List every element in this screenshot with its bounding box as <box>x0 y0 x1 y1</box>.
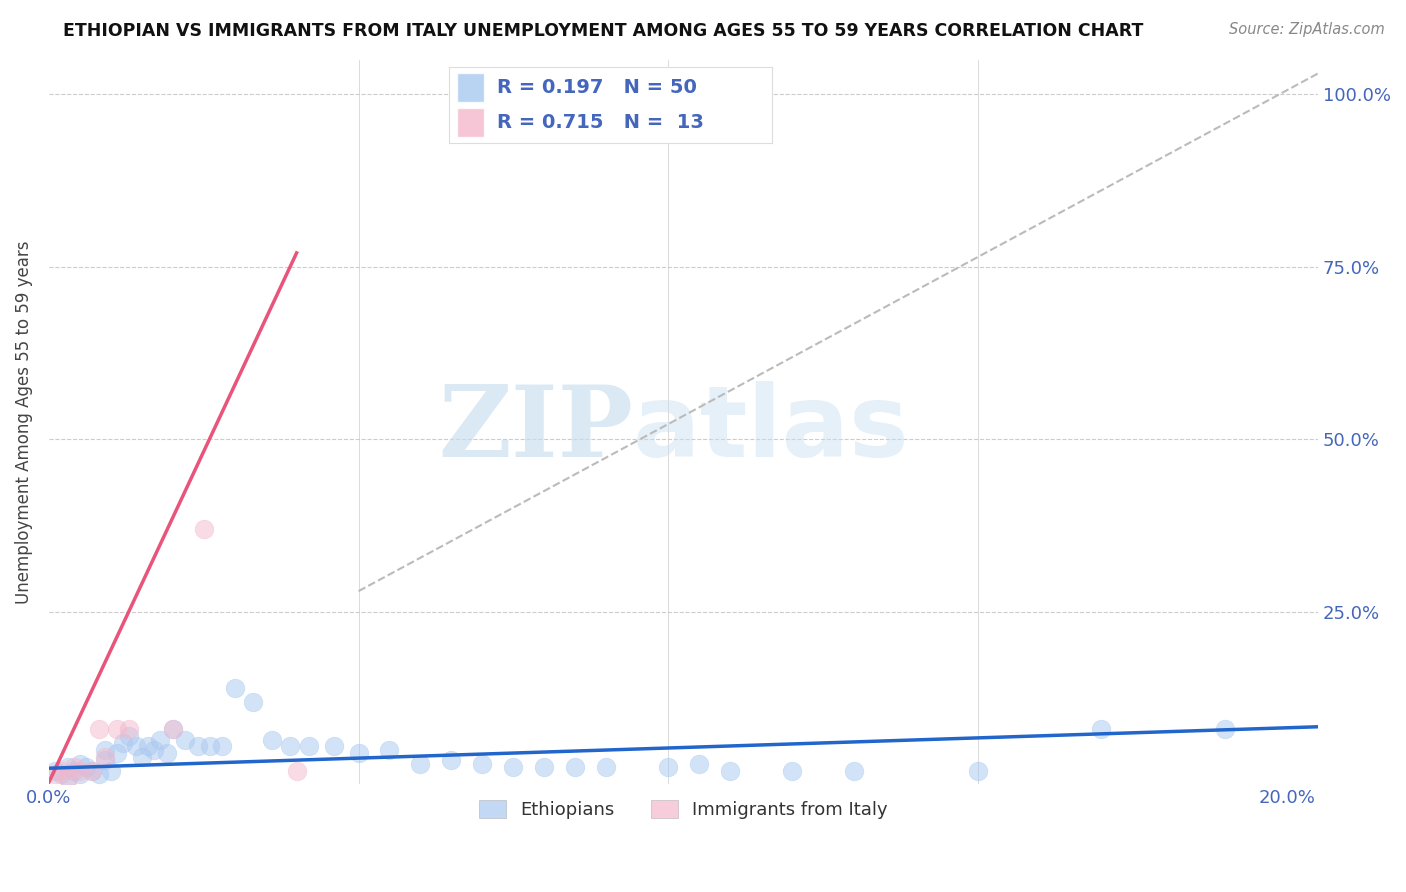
Point <box>93 743 115 757</box>
Point <box>155 747 177 761</box>
Point <box>564 760 586 774</box>
Point <box>502 760 524 774</box>
Point <box>136 739 159 754</box>
Point <box>280 739 302 754</box>
Point <box>533 760 555 774</box>
Point <box>149 732 172 747</box>
Point <box>440 753 463 767</box>
Point <box>69 756 91 771</box>
Point <box>69 764 91 778</box>
Point <box>93 749 115 764</box>
Point <box>187 739 209 754</box>
Point <box>93 753 115 767</box>
Point <box>471 756 494 771</box>
Point <box>347 747 370 761</box>
Point <box>44 764 66 778</box>
Point <box>718 764 741 778</box>
Text: ETHIOPIAN VS IMMIGRANTS FROM ITALY UNEMPLOYMENT AMONG AGES 55 TO 59 YEARS CORREL: ETHIOPIAN VS IMMIGRANTS FROM ITALY UNEMP… <box>63 22 1143 40</box>
Point <box>242 695 264 709</box>
Point <box>44 767 66 781</box>
Point <box>56 771 79 785</box>
Point <box>162 722 184 736</box>
Point <box>780 764 803 778</box>
Point <box>378 743 401 757</box>
Point <box>595 760 617 774</box>
Point <box>322 739 344 754</box>
Point <box>1213 722 1236 736</box>
Point <box>966 764 988 778</box>
Point <box>51 767 73 781</box>
Point <box>118 722 141 736</box>
Point <box>143 743 166 757</box>
Point <box>112 736 135 750</box>
Point <box>69 767 91 781</box>
Point <box>124 739 146 754</box>
Point <box>87 767 110 781</box>
Point <box>62 764 84 778</box>
Point <box>100 764 122 778</box>
Point <box>211 739 233 754</box>
Point <box>105 747 128 761</box>
Text: atlas: atlas <box>633 381 910 478</box>
Point <box>56 771 79 785</box>
Legend: Ethiopians, Immigrants from Italy: Ethiopians, Immigrants from Italy <box>472 792 896 826</box>
Point <box>657 760 679 774</box>
Y-axis label: Unemployment Among Ages 55 to 59 years: Unemployment Among Ages 55 to 59 years <box>15 240 32 604</box>
Point <box>105 722 128 736</box>
Point <box>842 764 865 778</box>
Point <box>162 722 184 736</box>
Point <box>260 732 283 747</box>
Point <box>51 764 73 778</box>
Point <box>298 739 321 754</box>
Point <box>688 756 710 771</box>
Point <box>118 729 141 743</box>
Point <box>198 739 221 754</box>
Point <box>193 522 215 536</box>
Point <box>285 764 308 778</box>
Text: ZIP: ZIP <box>437 381 633 478</box>
Point <box>62 760 84 774</box>
Point <box>82 764 104 778</box>
Point <box>87 722 110 736</box>
Point <box>82 764 104 778</box>
Point <box>75 760 97 774</box>
Point <box>224 681 246 695</box>
Point <box>131 749 153 764</box>
Point <box>56 760 79 774</box>
Point <box>1090 722 1112 736</box>
Point <box>174 732 197 747</box>
Text: Source: ZipAtlas.com: Source: ZipAtlas.com <box>1229 22 1385 37</box>
Point <box>409 756 432 771</box>
